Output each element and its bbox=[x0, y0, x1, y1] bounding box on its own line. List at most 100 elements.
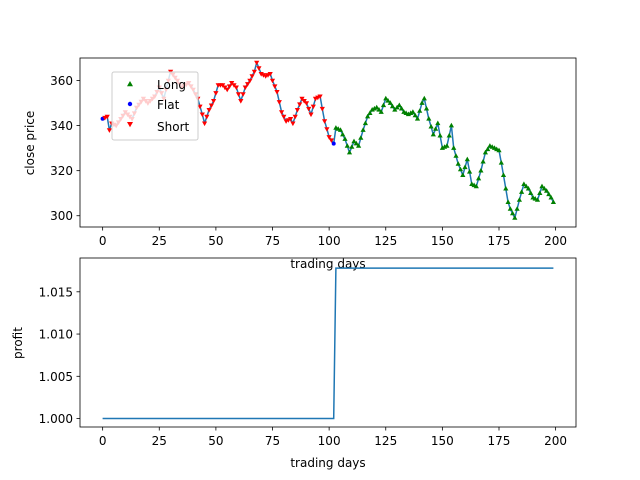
short-marker bbox=[292, 114, 298, 120]
long-marker bbox=[528, 190, 534, 195]
y-tick-label: 1.005 bbox=[39, 370, 73, 384]
legend-short-label: Short bbox=[157, 120, 189, 134]
x-tick-label: 75 bbox=[265, 434, 280, 448]
profit-line bbox=[102, 267, 554, 420]
short-marker bbox=[213, 91, 219, 96]
long-marker bbox=[349, 144, 355, 149]
x-tick-label: 25 bbox=[152, 234, 167, 248]
short-marker bbox=[256, 66, 262, 71]
long-marker bbox=[433, 126, 439, 131]
short-marker bbox=[306, 106, 312, 112]
short-marker bbox=[269, 78, 276, 84]
x-tick-label: 175 bbox=[488, 234, 511, 248]
long-marker bbox=[417, 108, 423, 113]
long-marker bbox=[496, 147, 502, 153]
long-marker bbox=[476, 175, 482, 181]
long-marker bbox=[437, 132, 443, 138]
x-tick-label: 25 bbox=[152, 434, 167, 448]
long-marker bbox=[521, 181, 527, 186]
y-tick-label: 1.015 bbox=[39, 285, 73, 299]
short-marker bbox=[206, 108, 212, 113]
short-marker bbox=[235, 92, 242, 97]
profit-y-axis-label: profit bbox=[11, 327, 25, 359]
short-marker bbox=[106, 128, 112, 133]
long-marker bbox=[360, 127, 366, 132]
short-marker bbox=[251, 69, 257, 75]
long-marker bbox=[389, 103, 396, 109]
x-tick-label: 125 bbox=[374, 434, 397, 448]
x-tick-label: 125 bbox=[374, 234, 397, 248]
x-tick-label: 150 bbox=[431, 234, 454, 248]
short-marker bbox=[288, 117, 294, 122]
short-marker bbox=[328, 138, 334, 143]
price-chart: 0 25 50 75 100 125 150 175 200 300 320 340 360 trad… bbox=[23, 57, 577, 271]
long-marker bbox=[550, 199, 556, 204]
x-tick-label: 200 bbox=[544, 234, 567, 248]
long-marker bbox=[344, 143, 350, 148]
long-marker bbox=[346, 149, 353, 155]
long-marker bbox=[534, 197, 541, 202]
long-marker bbox=[353, 140, 359, 146]
long-marker bbox=[380, 102, 387, 108]
short-marker bbox=[202, 121, 208, 127]
long-marker bbox=[351, 138, 357, 144]
long-marker bbox=[467, 169, 473, 174]
legend-long-marker bbox=[127, 81, 133, 87]
long-marker bbox=[419, 100, 425, 105]
profit-chart: 0 25 50 75 100 125 150 175 200 1.0001.0051.0101.… bbox=[11, 257, 577, 470]
profit-plot-frame bbox=[79, 257, 577, 428]
long-marker bbox=[537, 190, 543, 195]
legend-flat-label: Flat bbox=[157, 98, 180, 112]
short-marker bbox=[326, 135, 332, 140]
long-marker bbox=[387, 100, 393, 105]
x-tick-label: 200 bbox=[544, 434, 567, 448]
y-tick-label: 300 bbox=[50, 209, 73, 223]
long-marker bbox=[435, 120, 441, 126]
legend-short-marker bbox=[127, 122, 133, 128]
long-marker bbox=[485, 146, 491, 152]
short-marker bbox=[281, 114, 287, 120]
long-marker bbox=[337, 127, 344, 132]
price-y-axis-label: close price bbox=[23, 111, 37, 176]
long-marker bbox=[342, 136, 348, 141]
long-marker bbox=[523, 183, 529, 189]
short-marker bbox=[267, 72, 273, 77]
short-marker bbox=[197, 104, 203, 110]
flat-marker bbox=[331, 141, 336, 146]
long-marker bbox=[505, 199, 511, 204]
long-marker bbox=[500, 172, 507, 177]
long-marker bbox=[378, 109, 384, 114]
price-x-ticks: 0 25 50 75 100 125 150 175 200 bbox=[99, 227, 567, 248]
long-marker bbox=[482, 149, 488, 155]
long-marker bbox=[510, 210, 516, 216]
short-marker bbox=[226, 84, 233, 89]
price-y-ticks: 300 320 340 360 bbox=[50, 74, 80, 223]
short-marker bbox=[322, 119, 328, 124]
long-marker bbox=[358, 135, 364, 140]
short-marker bbox=[211, 99, 217, 104]
short-marker bbox=[233, 85, 239, 91]
short-marker bbox=[254, 60, 260, 66]
long-marker bbox=[464, 156, 470, 162]
long-marker bbox=[448, 122, 454, 128]
short-marker bbox=[240, 92, 246, 97]
long-marker bbox=[548, 194, 554, 200]
profit-x-axis-label: trading days bbox=[290, 456, 365, 470]
x-tick-label: 175 bbox=[488, 434, 511, 448]
legend-flat-marker bbox=[127, 101, 133, 107]
long-marker bbox=[457, 166, 464, 172]
short-marker bbox=[272, 84, 278, 89]
long-marker bbox=[394, 104, 400, 110]
short-marker bbox=[317, 94, 323, 100]
long-marker bbox=[414, 116, 421, 121]
long-marker bbox=[383, 95, 389, 101]
long-marker bbox=[544, 188, 550, 193]
short-marker bbox=[204, 114, 210, 120]
long-marker bbox=[444, 143, 450, 148]
profit-series-layer bbox=[102, 267, 554, 420]
long-marker bbox=[365, 113, 371, 119]
short-marker bbox=[247, 78, 253, 84]
long-marker bbox=[480, 158, 486, 164]
y-tick-label: 1.010 bbox=[39, 328, 73, 342]
